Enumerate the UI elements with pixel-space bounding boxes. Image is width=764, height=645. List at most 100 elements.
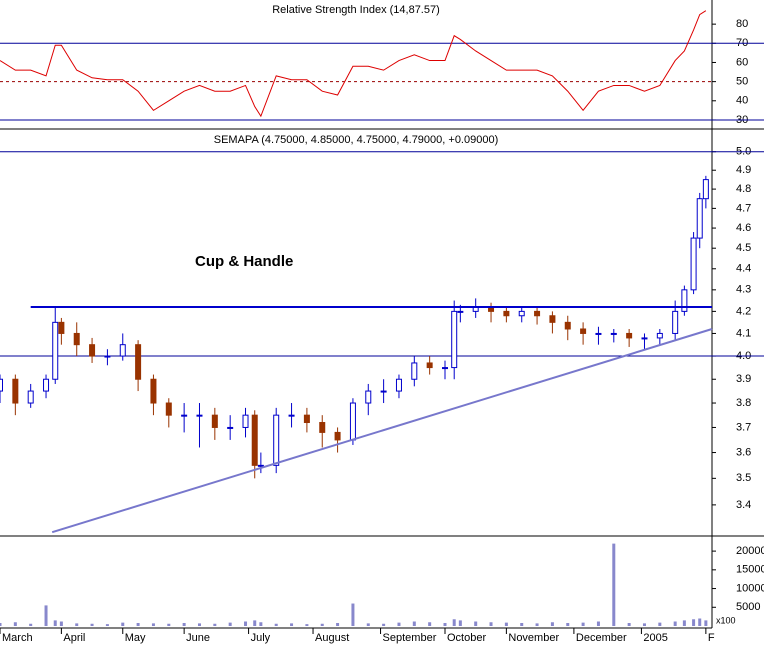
volume-bar: [305, 624, 309, 626]
candle-body: [288, 414, 295, 417]
x-tick-label: March: [2, 632, 33, 644]
volume-bar: [167, 623, 171, 626]
candle-body: [58, 321, 65, 334]
volume-bar: [274, 623, 278, 626]
volume-bar: [692, 619, 696, 626]
candle-body: [380, 390, 387, 393]
panel-title: Relative Strength Index (14,87.57): [272, 4, 440, 16]
candle-body: [104, 355, 111, 358]
candle-body: [580, 328, 587, 334]
candle-body: [610, 332, 617, 335]
y-tick-label: 10000: [736, 582, 764, 594]
candle-body: [334, 431, 341, 441]
volume-bar: [673, 621, 677, 626]
candle-body: [395, 378, 402, 392]
volume-bar: [259, 622, 263, 626]
candle-body: [349, 402, 356, 441]
candle-body: [319, 422, 326, 433]
candle-body: [211, 414, 218, 428]
candle-body: [135, 344, 142, 380]
volume-bar: [197, 623, 201, 626]
y-tick-label: 3.7: [736, 421, 751, 433]
candle-body: [518, 310, 525, 317]
volume-bar: [642, 623, 646, 626]
candle-body: [242, 414, 249, 428]
annotation: Cup & Handle: [195, 253, 293, 270]
candle-body: [411, 362, 418, 380]
volume-bar: [44, 605, 48, 626]
candle-body: [702, 179, 709, 200]
candle-body: [12, 378, 19, 404]
y-tick-label: 4.6: [736, 222, 751, 234]
y-tick-label: 3.6: [736, 446, 751, 458]
candle-body: [451, 310, 458, 369]
volume-bar: [581, 622, 585, 626]
x-tick-label: December: [576, 632, 627, 644]
candle-body: [457, 310, 464, 313]
x-tick-label: May: [125, 632, 146, 644]
y-tick-label: 15000: [736, 564, 764, 576]
candle-body: [165, 402, 172, 416]
y-tick-label: 4.7: [736, 202, 751, 214]
volume-bar: [75, 623, 79, 626]
candle-body: [27, 390, 34, 404]
y-tick-label: 5000: [736, 601, 760, 613]
candle-body: [273, 414, 280, 466]
y-tick-label: 3.4: [736, 499, 751, 511]
unit-label: x100: [716, 615, 736, 625]
y-tick-label: 3.5: [736, 472, 751, 484]
candle-body: [690, 237, 697, 291]
candle-body: [227, 426, 234, 429]
volume-bar: [105, 624, 109, 626]
volume-bar: [320, 623, 324, 626]
volume-bar: [397, 622, 401, 626]
x-tick-label: F: [708, 632, 715, 644]
volume-bar: [228, 622, 232, 626]
y-tick-label: 4.5: [736, 242, 751, 254]
candle-body: [52, 321, 59, 380]
volume-bar: [412, 621, 416, 626]
volume-bar: [182, 623, 186, 626]
volume-bar: [550, 622, 554, 626]
candle-body: [549, 315, 556, 323]
candle-body: [251, 414, 258, 466]
y-tick-label: 40: [736, 95, 748, 107]
candle-body: [73, 332, 80, 346]
volume-bar: [612, 543, 616, 626]
volume-bar: [121, 622, 125, 626]
candle-body: [442, 367, 448, 370]
volume-bar: [213, 623, 217, 626]
candle-body: [181, 414, 188, 417]
candle-body: [196, 414, 203, 417]
y-tick-label: 20000: [736, 545, 764, 557]
x-tick-label: October: [447, 632, 486, 644]
volume-bar: [351, 603, 355, 626]
y-tick-label: 80: [736, 18, 748, 30]
volume-bar: [443, 623, 447, 626]
y-tick-label: 50: [736, 76, 748, 88]
volume-bar: [366, 623, 370, 626]
x-tick-label: November: [508, 632, 559, 644]
candle-body: [656, 332, 663, 339]
candle-body: [89, 344, 96, 357]
y-tick-label: 3.8: [736, 397, 751, 409]
volume-bar: [244, 621, 248, 626]
volume-bar: [520, 623, 524, 626]
y-tick-label: 4.9: [736, 164, 751, 176]
candle-body: [303, 414, 310, 424]
candle-body: [672, 310, 679, 334]
volume-bar: [136, 623, 140, 626]
volume-bar: [13, 622, 17, 626]
candle-body: [503, 310, 510, 317]
candle-body: [43, 378, 50, 392]
volume-bar: [566, 623, 570, 626]
y-tick-label: 3.9: [736, 373, 751, 385]
candle-body: [365, 390, 372, 404]
candle-body: [681, 289, 688, 312]
candle-body: [257, 464, 264, 467]
candle-body: [696, 198, 703, 239]
volume-bar: [53, 620, 57, 626]
trend-line: [51, 328, 713, 534]
